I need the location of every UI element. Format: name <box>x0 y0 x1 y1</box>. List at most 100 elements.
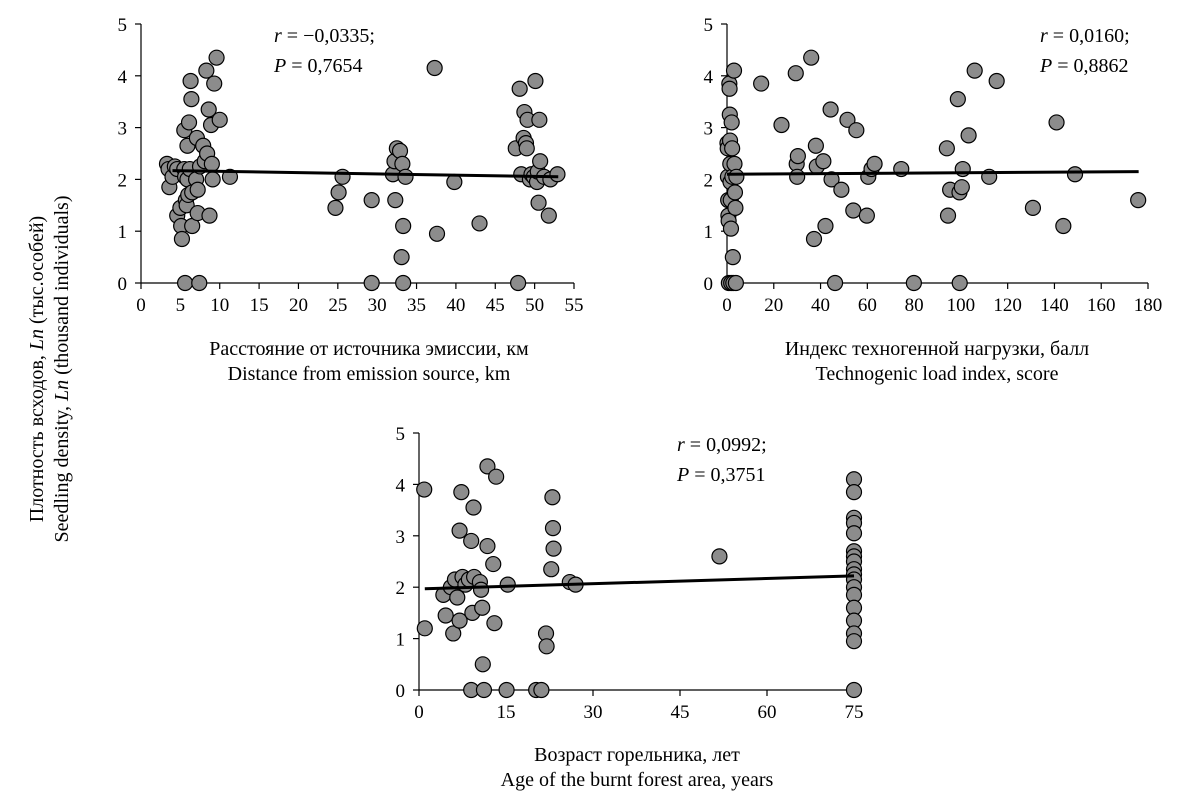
data-point <box>960 127 977 144</box>
data-point <box>204 171 221 188</box>
y-tick-label: 2 <box>118 170 128 191</box>
data-point <box>789 147 806 165</box>
stat-symbol: r <box>1040 25 1048 47</box>
data-point <box>180 114 198 131</box>
x-tick-label: 15 <box>250 295 269 316</box>
data-point <box>451 612 468 629</box>
data-point <box>905 274 922 292</box>
data-point <box>711 548 728 565</box>
stat-p-label: P = 0,7654 <box>273 55 363 77</box>
stat-p-label: P = 0,3751 <box>676 464 766 486</box>
ylabel-part: Ln <box>51 380 73 402</box>
shared-y-axis-label: Плотность всходов, Ln (тыс.особей) Seedl… <box>26 195 73 542</box>
y-tick-label: 4 <box>118 67 128 88</box>
data-point <box>211 111 228 128</box>
data-point <box>173 230 191 248</box>
data-point <box>363 274 380 292</box>
data-point <box>363 192 380 209</box>
data-point <box>203 155 220 172</box>
data-point <box>723 114 740 131</box>
data-point <box>395 274 412 292</box>
data-point <box>527 72 544 90</box>
data-point <box>822 101 839 118</box>
data-point <box>463 532 480 550</box>
data-point <box>845 633 863 650</box>
x-tick-label: 60 <box>858 295 877 316</box>
data-point <box>544 489 561 506</box>
trend-line <box>172 169 559 179</box>
data-point <box>951 274 968 292</box>
x-tick-label: 40 <box>811 295 830 316</box>
x-axis-label-english: Age of the burnt forest area, years <box>501 769 774 791</box>
data-point <box>330 184 347 201</box>
data-point <box>428 225 446 242</box>
data-point <box>449 589 466 606</box>
data-point <box>471 215 488 232</box>
data-point <box>208 49 225 66</box>
y-tick-label: 0 <box>118 274 128 295</box>
data-point <box>393 249 410 266</box>
stat-value: = 0,3751 <box>689 464 765 486</box>
data-point <box>938 140 955 157</box>
stat-value: = −0,0335; <box>282 25 375 47</box>
y-tick-label: 3 <box>396 527 406 548</box>
x-axis-label-russian: Индекс техногенной нагрузки, балл <box>785 338 1089 360</box>
stat-value: = 0,7654 <box>286 55 362 77</box>
ylabel-part: Плотность всходов, <box>26 350 48 522</box>
data-point <box>954 160 971 178</box>
data-point <box>182 72 199 90</box>
data-point <box>726 184 744 201</box>
data-point <box>532 153 549 170</box>
y-tick-label: 0 <box>704 274 714 295</box>
y-tick-label: 1 <box>704 222 714 243</box>
scatter-panel-load-index: 0 20 40 60 80 100 120 140 160 180 0 1 2 3 4 5 r = 0,0160… <box>704 15 1163 385</box>
y-tick-label: 3 <box>118 119 128 140</box>
data-point <box>395 217 412 235</box>
data-point <box>866 155 883 172</box>
y-tick-label: 3 <box>704 119 714 140</box>
stat-p-label: P = 0,8862 <box>1039 55 1129 77</box>
x-tick-label: 60 <box>758 702 777 723</box>
x-tick-label: 140 <box>1040 295 1069 316</box>
data-point <box>206 75 223 92</box>
y-tick-label: 5 <box>118 15 128 36</box>
x-axis-label-russian: Расстояние от источника эмиссии, км <box>209 338 529 360</box>
stat-value: = 0,0992; <box>685 434 767 456</box>
x-axis-label-english: Technogenic load index, score <box>816 363 1059 385</box>
data-point <box>479 458 496 475</box>
trend-line <box>726 170 1139 176</box>
data-point <box>845 484 863 501</box>
data-point <box>475 681 493 699</box>
data-point <box>549 166 566 183</box>
data-point <box>201 207 218 224</box>
data-point <box>472 581 490 598</box>
y-tick-label: 5 <box>396 424 406 445</box>
data-point <box>498 681 515 699</box>
data-point <box>721 80 738 97</box>
data-point <box>479 537 496 555</box>
data-point <box>805 230 823 248</box>
data-point <box>845 681 863 699</box>
data-point <box>724 249 741 266</box>
data-point <box>518 140 535 157</box>
data-point <box>474 656 491 673</box>
stat-value: = 0,0160; <box>1048 25 1130 47</box>
y-tick-label: 4 <box>704 67 714 88</box>
stat-r-label: r = 0,0992; <box>677 434 767 456</box>
y-tick-label: 4 <box>396 475 406 496</box>
data-point <box>1130 192 1147 209</box>
data-point <box>198 62 215 79</box>
data-point <box>845 525 863 542</box>
data-point <box>817 217 834 235</box>
data-point <box>988 72 1005 90</box>
x-tick-label: 35 <box>407 295 426 316</box>
stat-r-label: r = −0,0335; <box>274 25 375 47</box>
data-point <box>1055 217 1072 235</box>
x-tick-label: 30 <box>368 295 387 316</box>
shared-ylabel-english: Seedling density, Ln (thousand individua… <box>51 195 73 542</box>
data-point <box>191 274 208 292</box>
data-point <box>953 179 970 196</box>
stat-r-label: r = 0,0160; <box>1040 25 1130 47</box>
